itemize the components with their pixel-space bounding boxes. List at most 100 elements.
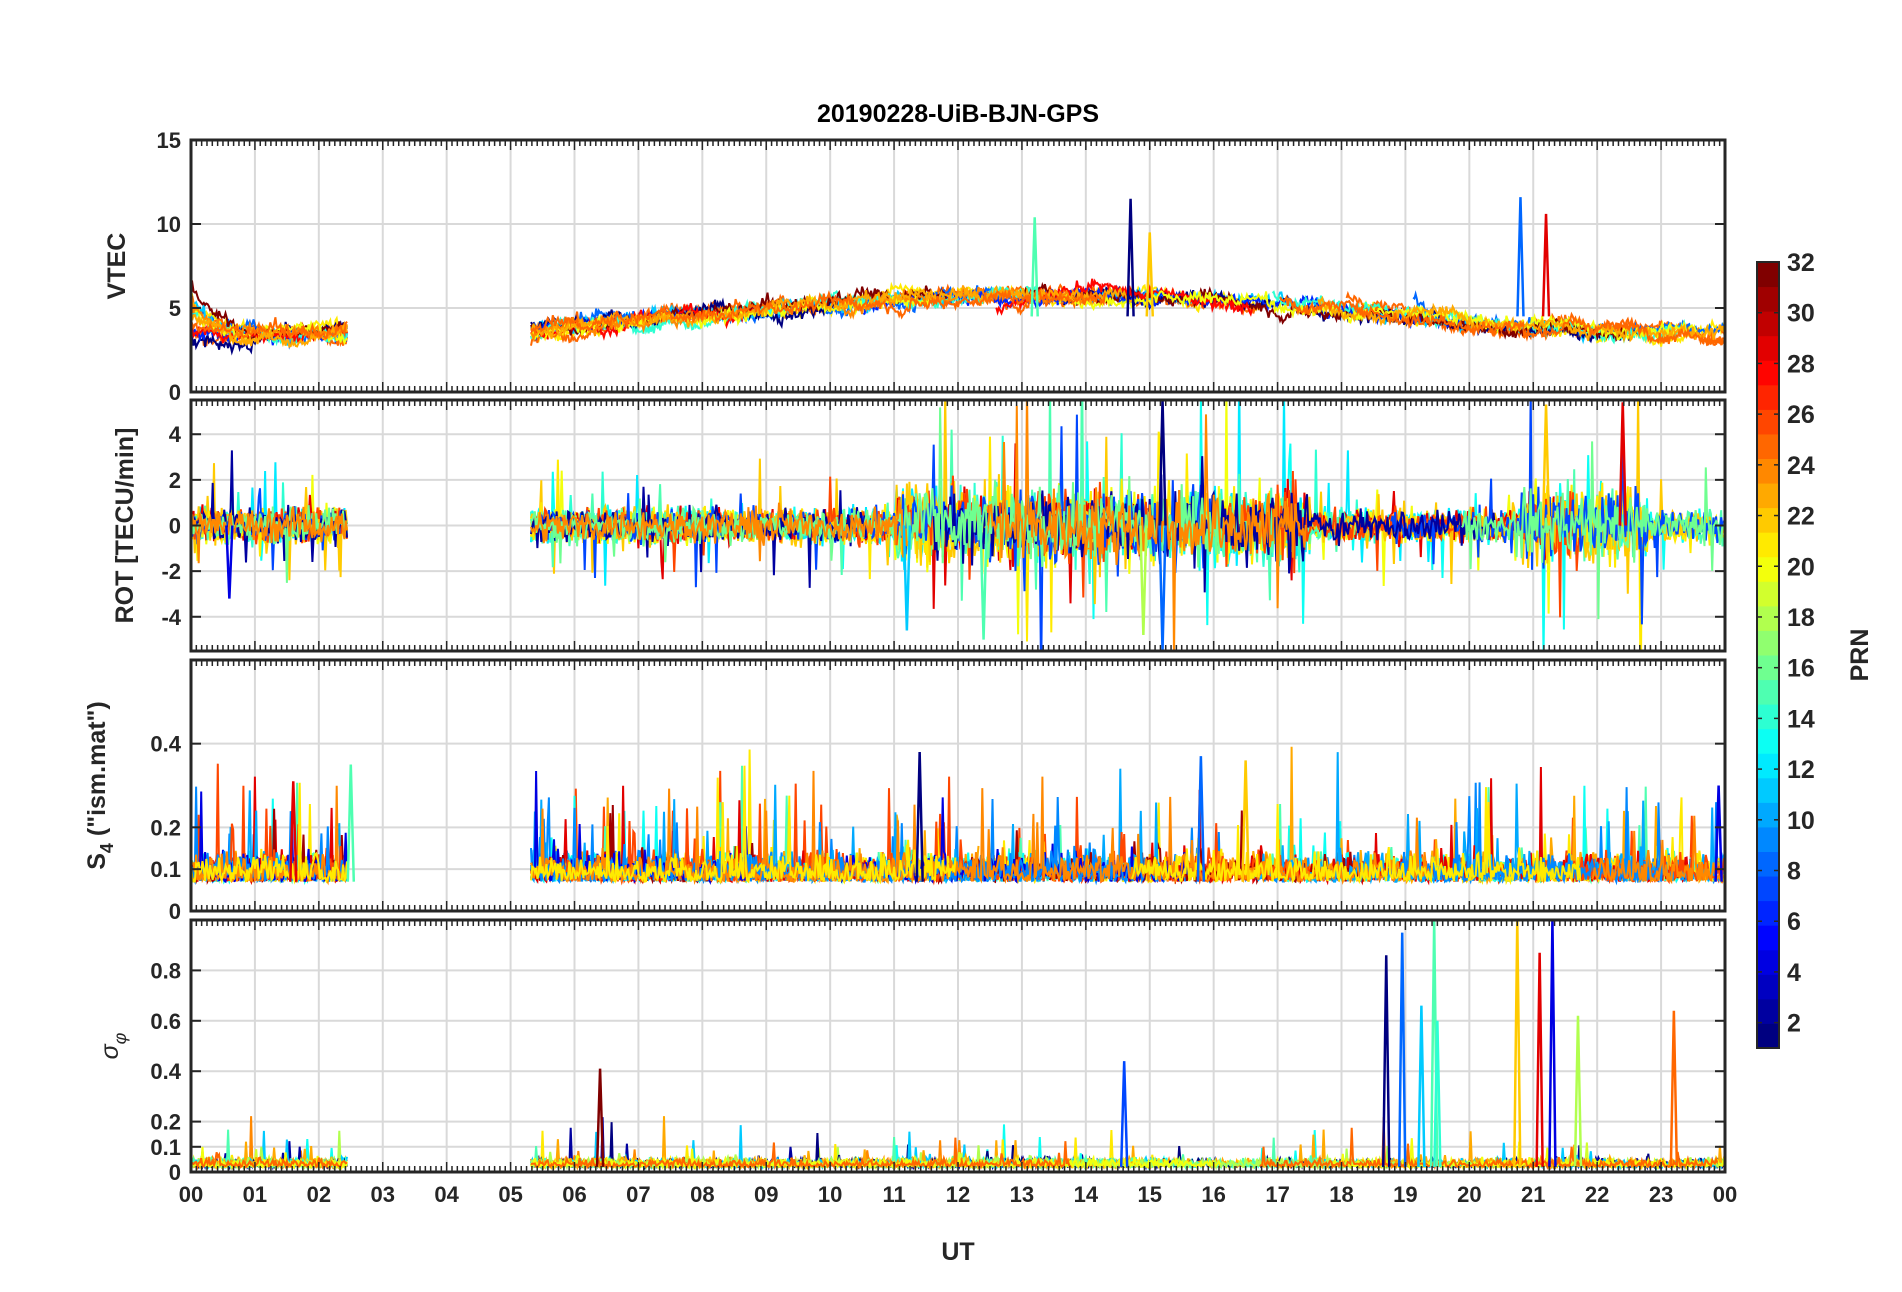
y-ticks-s4: 0 0.1 0.2 0.4: [150, 732, 1725, 924]
peak-mark: [1573, 1015, 1583, 1167]
x-tick-label: 07: [626, 1182, 650, 1207]
peak-mark: [1139, 525, 1148, 636]
colorbar-swatch: [1757, 311, 1779, 337]
x-tick-label: 23: [1649, 1182, 1673, 1207]
y-tick-label: 0.1: [150, 857, 181, 882]
x-tick-label: 12: [946, 1182, 970, 1207]
chart-title: 20190228-UiB-BJN-GPS: [817, 100, 1099, 128]
colorbar-tick-label: 32: [1787, 249, 1815, 277]
colorbar-tick-label: 2: [1787, 1010, 1801, 1038]
x-tick-label: 19: [1393, 1182, 1417, 1207]
peak-mark: [1669, 1010, 1679, 1167]
y-tick-label: 0.6: [150, 1009, 181, 1034]
x-tick-label: 00: [1713, 1182, 1737, 1207]
x-ticks-vtec: [190, 140, 1726, 392]
colorbar-swatch: [1757, 556, 1779, 582]
x-tick-label: 15: [1138, 1182, 1162, 1207]
y-ticks-sigma_phi: 00.10.2 0.4 0.6 0.8: [150, 958, 1725, 1185]
x-tick-label: 00: [179, 1182, 203, 1207]
colorbar-tick-label: 4: [1787, 959, 1801, 987]
y-ticks-rot: -4 -2 0 2 4: [161, 422, 1725, 630]
colorbar-swatch: [1757, 949, 1779, 975]
y-tick-label: 5: [169, 296, 181, 321]
colorbar-swatch: [1757, 876, 1779, 902]
y-tick-label: 2: [169, 468, 181, 493]
colorbar-swatch: [1757, 925, 1779, 951]
y-tick-label: -4: [161, 605, 181, 630]
y-axis-label-s4: S4 ("ism.mat"): [83, 701, 117, 870]
peak-mark: [1145, 232, 1154, 317]
colorbar-tick-label: 28: [1787, 350, 1815, 378]
peak-mark: [1030, 217, 1039, 317]
y-tick-label: 0.1: [150, 1135, 181, 1160]
colorbar-swatch: [1757, 753, 1779, 779]
colorbar-tick-label: 16: [1787, 655, 1815, 683]
colorbar-swatch: [1757, 384, 1779, 410]
y-tick-label: 0.4: [150, 732, 181, 757]
peak-mark: [1513, 920, 1522, 1167]
panel-sigma_phi: 00.10.2 0.4 0.6 0.8 σφ 00 01 02 03 04 05 06 07 08 09 10…: [96, 918, 1737, 1207]
colorbar-swatch: [1757, 630, 1779, 656]
colorbar-swatch: [1757, 802, 1779, 828]
colorbar-swatch: [1757, 409, 1779, 435]
y-tick-label: 0: [169, 380, 181, 405]
peak-mark: [1541, 213, 1551, 317]
colorbar-tick-label: 30: [1787, 300, 1815, 328]
y-tick-label: 0.4: [150, 1059, 181, 1084]
y-tick-label: 10: [157, 212, 181, 237]
y-axis-label-rest: ("ism.mat"): [83, 701, 111, 843]
x-tick-label: 01: [243, 1182, 267, 1207]
x-tick-label: 22: [1585, 1182, 1609, 1207]
y-axis-label-main: σ: [96, 1043, 124, 1059]
peak-mark: [1516, 197, 1525, 317]
colorbar-tick-label: 18: [1787, 604, 1815, 632]
colorbar-swatch: [1757, 507, 1779, 533]
x-tick-label: 14: [1074, 1182, 1099, 1207]
y-tick-label: 0.8: [150, 958, 181, 983]
series-vtec: [191, 197, 1725, 356]
colorbar-swatch: [1757, 483, 1779, 509]
series-rot: [191, 400, 1725, 651]
peak-mark: [595, 1068, 605, 1167]
y-axis-label-subscript: φ: [110, 1032, 130, 1044]
colorbar-swatch: [1757, 458, 1779, 484]
peak-mark: [902, 525, 912, 631]
x-tick-label: 18: [1329, 1182, 1353, 1207]
x-tick-label: 10: [818, 1182, 842, 1207]
peak-mark: [346, 764, 356, 882]
peak-mark: [915, 752, 924, 882]
peak-mark: [289, 781, 298, 882]
colorbar-label: PRN: [1846, 629, 1874, 682]
x-tick-label: 04: [434, 1182, 459, 1207]
peak-mark: [1541, 404, 1551, 526]
colorbar-swatch: [1757, 826, 1779, 852]
peak-mark: [1381, 955, 1391, 1167]
peak-mark: [1618, 402, 1627, 526]
colorbar-tick-label: 12: [1787, 756, 1815, 784]
y-tick-label: 0: [169, 1160, 181, 1185]
y-tick-label: 0: [169, 899, 181, 924]
colorbar-tick-label: 24: [1787, 452, 1815, 480]
colorbar-swatch: [1757, 777, 1779, 803]
y-axis-label-main: S: [83, 853, 111, 870]
series-line-prn: [191, 1117, 1719, 1171]
x-tick-label: 20: [1457, 1182, 1481, 1207]
colorbar-frame: [1756, 261, 1780, 1049]
peak-mark: [1158, 400, 1167, 526]
y-tick-label: 0.2: [150, 815, 181, 840]
colorbar-swatch: [1757, 605, 1779, 631]
colorbar-swatch: [1757, 262, 1779, 288]
colorbar-swatch: [1757, 998, 1779, 1024]
peak-mark: [1417, 1005, 1426, 1167]
colorbar-tick-label: 8: [1787, 858, 1801, 886]
x-tick-label: 08: [690, 1182, 714, 1207]
peak-mark: [225, 525, 234, 599]
colorbar-swatch: [1757, 655, 1779, 681]
x-tick-label: 06: [562, 1182, 586, 1207]
x-tick-label: 16: [1201, 1182, 1225, 1207]
colorbar-tick-label: 10: [1787, 807, 1815, 835]
x-ticks-s4: [190, 660, 1726, 911]
x-axis-label: UT: [941, 1238, 974, 1266]
